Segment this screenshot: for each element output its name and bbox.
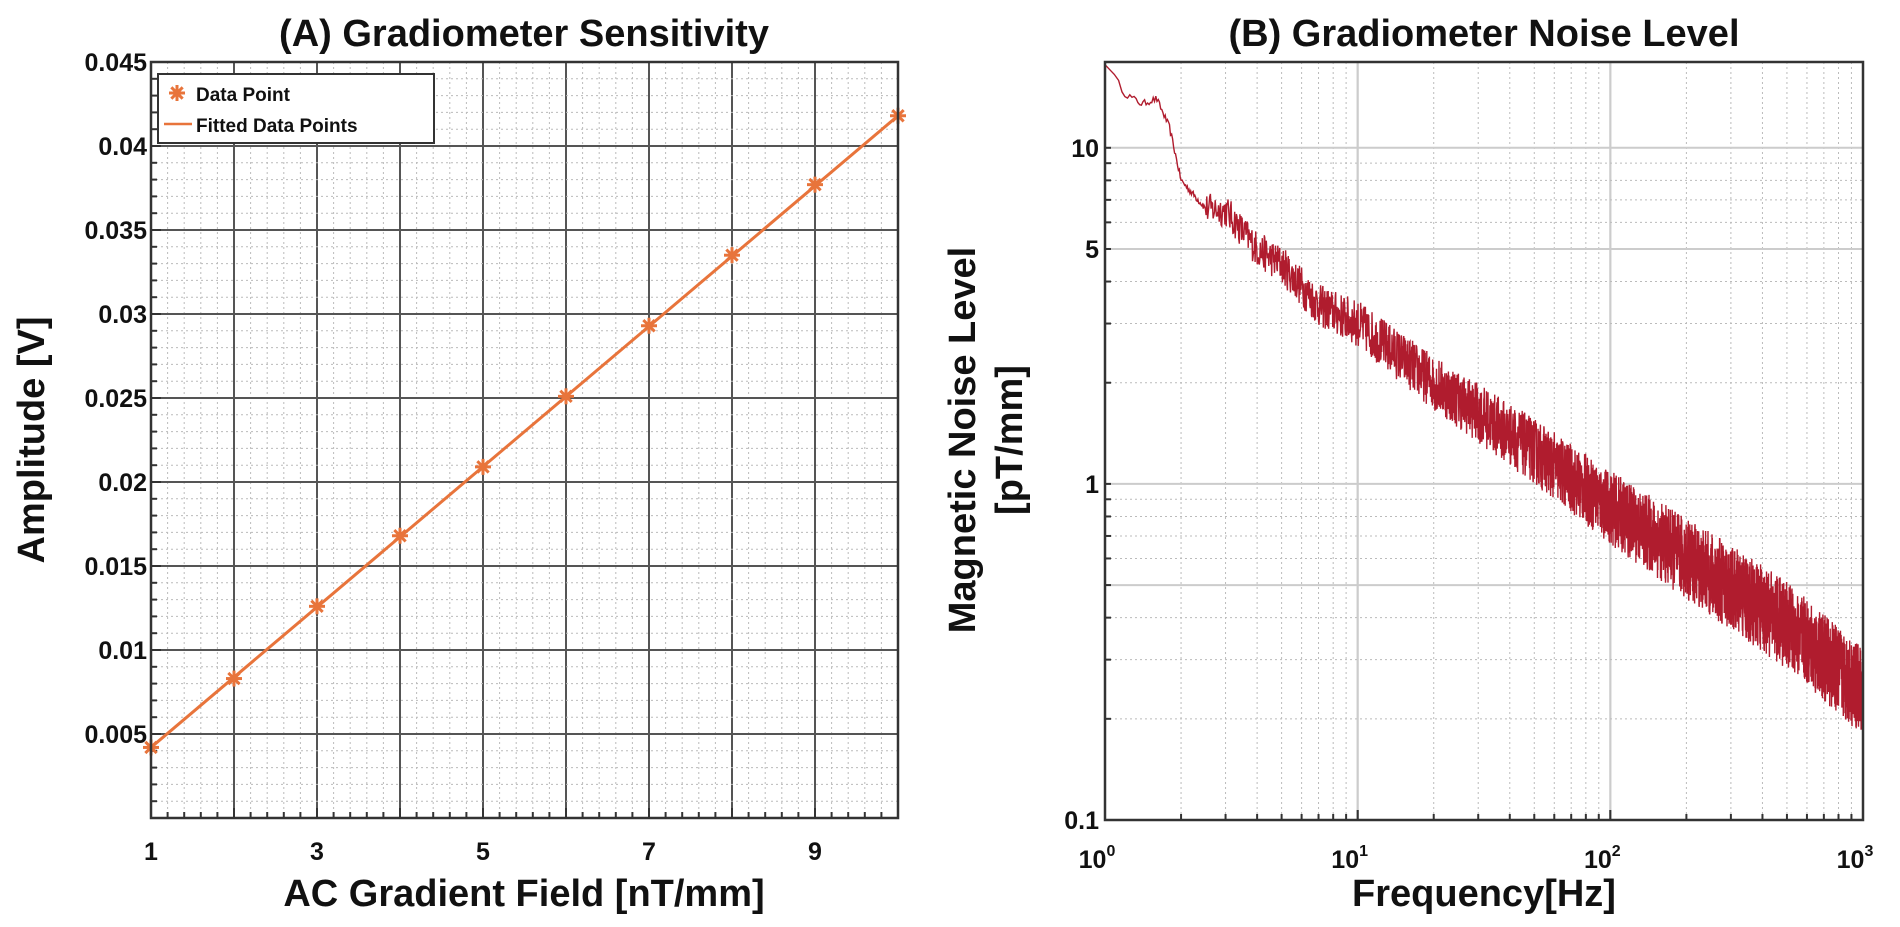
marker-stroke [310, 599, 324, 614]
panel-a-sensitivity-chart: (A) Gradiometer Sensitivity 1 3 5 7 9 0.005 0.… [11, 13, 906, 915]
y-tick-label: 0.035 [84, 217, 147, 245]
marker-stroke [476, 460, 490, 474]
data-point-marker [558, 388, 574, 405]
y-tick-label: 0.005 [84, 721, 147, 749]
x-tick-label: 3 [310, 838, 324, 866]
y-tick-label: 1 [1085, 471, 1099, 499]
x-tick-base: 10 [1079, 846, 1107, 874]
legend-box [157, 73, 435, 144]
x-tick-label: 7 [642, 838, 656, 866]
marker-stroke [170, 86, 184, 100]
panel-a-legend: Data Point Fitted Data Points [157, 73, 435, 144]
y-tick-label: 0.04 [98, 133, 147, 161]
legend-label-data-point: Data Point [196, 85, 291, 106]
panel-a-grid [150, 61, 899, 819]
y-tick-label: 5 [1085, 236, 1099, 264]
panel-a-x-axis-title: AC Gradient Field [nT/mm] [283, 873, 764, 915]
data-point-marker [724, 247, 740, 264]
marker-stroke [642, 319, 656, 333]
panel-b-noise-chart: (B) Gradiometer Noise Level 100 101 102 103… [942, 13, 1873, 915]
marker-stroke [227, 671, 241, 686]
panel-b-y-axis-title-line1: Magnetic Noise Level [942, 247, 984, 633]
fitted-data-line [150, 114, 899, 749]
marker-stroke [393, 529, 407, 543]
x-tick-label: 101 [1331, 843, 1368, 874]
marker-stroke [559, 389, 573, 404]
y-tick-label: 0.03 [98, 301, 147, 329]
data-point-marker [641, 317, 657, 334]
marker-stroke [808, 177, 822, 192]
y-tick-label: 0.045 [84, 49, 147, 77]
x-tick-exponent: 2 [1612, 843, 1621, 860]
y-tick-label: 0.025 [84, 385, 147, 413]
panel-a-title: (A) Gradiometer Sensitivity [279, 13, 769, 55]
y-tick-label: 0.01 [98, 637, 147, 665]
x-tick-exponent: 3 [1864, 843, 1873, 860]
panel-a-plot-frame [149, 60, 900, 820]
x-tick-label: 100 [1079, 843, 1116, 874]
panel-b-title: (B) Gradiometer Noise Level [1228, 13, 1739, 55]
legend-marker-star [169, 85, 185, 101]
x-tick-label: 9 [808, 838, 822, 866]
x-tick-base: 10 [1584, 846, 1612, 874]
x-tick-label: 1 [144, 838, 158, 866]
panel-b-grid [1104, 62, 1864, 821]
data-point-marker [309, 598, 325, 615]
data-point-marker [807, 176, 823, 193]
x-tick-label: 5 [476, 838, 490, 866]
x-tick-base: 10 [1331, 846, 1359, 874]
panel-b-plot-frame [1103, 60, 1865, 822]
y-tick-label: 0.02 [98, 469, 147, 497]
panel-b-x-axis-title: Frequency[Hz] [1352, 873, 1616, 915]
noise-spectrum-line [1104, 64, 1864, 730]
x-tick-exponent: 1 [1359, 843, 1368, 860]
y-tick-label: 0.1 [1064, 807, 1099, 835]
panel-b-y-axis-title-line2: [pT/mm] [989, 365, 1031, 515]
data-point-marker [226, 670, 242, 687]
y-tick-label: 10 [1071, 135, 1099, 163]
panel-b-series [1104, 64, 1864, 730]
data-point-marker [392, 527, 408, 544]
y-tick-label: 0.015 [84, 553, 147, 581]
marker-stroke [725, 248, 739, 262]
legend-data-point-marker-icon [169, 85, 185, 101]
x-tick-label: 103 [1837, 843, 1874, 874]
panel-a-ticks: 1 3 5 7 9 0.005 0.01 0.015 0.02 0.025 0.03 0.035 0.0… [84, 49, 822, 866]
x-tick-base: 10 [1837, 846, 1865, 874]
x-tick-label: 102 [1584, 843, 1621, 874]
data-point-marker [475, 458, 491, 475]
panel-a-y-axis-title: Amplitude [V] [11, 317, 53, 564]
x-tick-exponent: 0 [1106, 843, 1115, 860]
legend-label-fitted-data-points: Fitted Data Points [196, 116, 358, 137]
